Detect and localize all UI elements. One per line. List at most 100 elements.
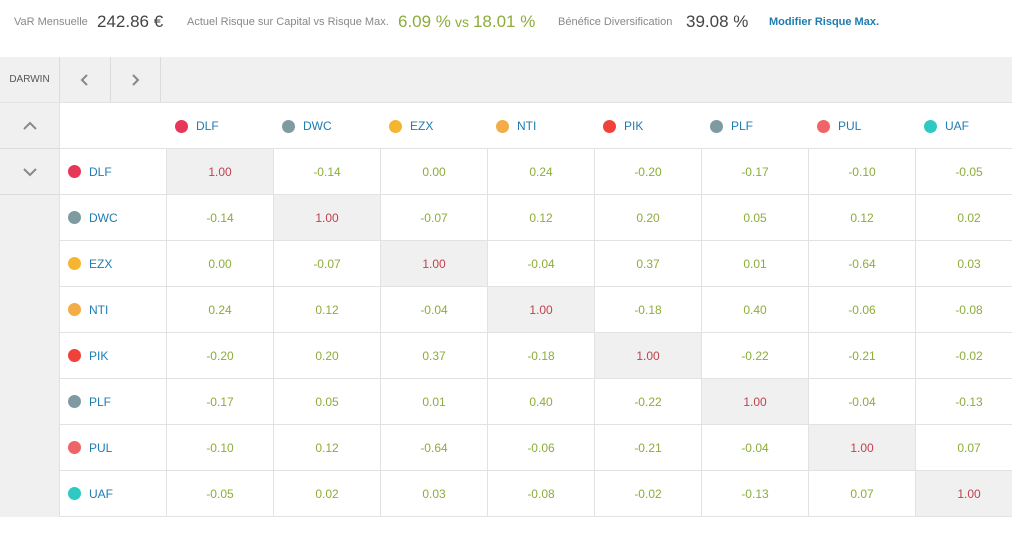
correlation-cell: 0.37: [381, 333, 488, 379]
scroll-left-button[interactable]: [60, 57, 111, 102]
modify-max-risk-link[interactable]: Modifier Risque Max.: [769, 16, 880, 28]
correlation-cell: -0.22: [702, 333, 809, 379]
column-header-label[interactable]: NTI: [517, 119, 537, 133]
var-label: VaR Mensuelle: [14, 16, 88, 28]
correlation-cell: 1.00: [167, 149, 274, 195]
correlation-cell: 0.03: [916, 241, 1012, 287]
correlation-cell: -0.08: [488, 471, 595, 517]
diversification-value: 39.08 %: [686, 12, 749, 31]
correlation-cell: 0.20: [595, 195, 702, 241]
column-header-label[interactable]: PUL: [838, 119, 862, 133]
chevron-down-icon: [22, 167, 37, 176]
diversification-value-block: 39.08 %: [686, 0, 748, 44]
column-header-label[interactable]: DWC: [303, 119, 332, 133]
column-header-label[interactable]: PIK: [624, 119, 644, 133]
row-header-pul: PUL: [60, 425, 167, 471]
row-header-label[interactable]: PIK: [89, 348, 109, 363]
diversification-label: Bénéfice Diversification: [558, 16, 673, 28]
correlation-cell: -0.06: [488, 425, 595, 471]
scroll-down-button[interactable]: [0, 149, 59, 195]
correlation-cell: 0.02: [916, 195, 1012, 241]
column-header-pul: PUL: [809, 103, 916, 149]
correlation-cell: 0.12: [274, 287, 381, 333]
darwin-color-dot: [389, 119, 402, 133]
darwin-color-dot: [817, 119, 830, 133]
row-header-label[interactable]: EZX: [89, 256, 113, 271]
correlation-cell: 0.07: [809, 471, 916, 517]
correlation-cell: 0.40: [702, 287, 809, 333]
correlation-cell: 0.00: [167, 241, 274, 287]
risk-summary-bar: VaR Mensuelle 242.86 € Actuel Risque sur…: [0, 0, 1012, 44]
column-header-label[interactable]: EZX: [410, 119, 434, 133]
correlation-cell: -0.05: [916, 149, 1012, 195]
correlation-cell: -0.02: [916, 333, 1012, 379]
correlation-cell: 1.00: [488, 287, 595, 333]
risk-values: 6.09 % vs 18.01 %: [398, 0, 535, 44]
column-header-label[interactable]: UAF: [945, 119, 969, 133]
header-divider: [60, 148, 1012, 149]
correlation-cell: -0.17: [167, 379, 274, 425]
correlation-cell: -0.21: [809, 333, 916, 379]
scroll-right-button[interactable]: [110, 57, 161, 102]
column-header-dwc: DWC: [274, 103, 381, 149]
var-block: VaR Mensuelle: [14, 0, 88, 44]
chevron-right-icon: [132, 73, 140, 86]
correlation-cell: -0.10: [809, 149, 916, 195]
correlation-cell: 0.07: [916, 425, 1012, 471]
correlation-cell: 1.00: [274, 195, 381, 241]
row-header-dwc: DWC: [60, 195, 167, 241]
correlation-cell: -0.07: [381, 195, 488, 241]
correlation-cell: 1.00: [809, 425, 916, 471]
darwin-color-dot: [68, 165, 81, 178]
darwin-header: DARWIN: [0, 57, 60, 102]
darwin-color-dot: [68, 441, 81, 454]
risk-vs: vs: [454, 14, 469, 30]
correlation-cell: -0.20: [167, 333, 274, 379]
correlation-cell: 0.03: [381, 471, 488, 517]
darwin-color-dot: [68, 349, 81, 362]
correlation-cell: 0.05: [274, 379, 381, 425]
correlation-cell: -0.13: [702, 471, 809, 517]
row-header-label[interactable]: NTI: [89, 302, 109, 317]
correlation-cell: 0.12: [809, 195, 916, 241]
chevron-left-icon: [80, 73, 88, 86]
correlation-cell: 0.05: [702, 195, 809, 241]
darwin-color-dot: [603, 119, 616, 133]
correlation-cell: 0.20: [274, 333, 381, 379]
row-header-dlf: DLF: [60, 149, 167, 195]
diversification-block: Bénéfice Diversification: [558, 0, 672, 44]
correlation-cell: 0.24: [488, 149, 595, 195]
correlation-cell: -0.08: [916, 287, 1012, 333]
modify-risk-block: Modifier Risque Max.: [769, 0, 879, 44]
row-header-label[interactable]: DWC: [89, 210, 118, 225]
correlation-cell: 1.00: [595, 333, 702, 379]
column-header-dlf: DLF: [167, 103, 274, 149]
row-header-uaf: UAF: [60, 471, 167, 517]
row-header-label[interactable]: PUL: [89, 440, 113, 455]
correlation-cell: -0.17: [702, 149, 809, 195]
column-header-plf: PLF: [702, 103, 809, 149]
correlation-cell: -0.13: [916, 379, 1012, 425]
row-header-label[interactable]: DLF: [89, 164, 112, 179]
column-header-nti: NTI: [488, 103, 595, 149]
matrix-toolbar: DARWIN: [0, 57, 1012, 103]
correlation-cell: 0.00: [381, 149, 488, 195]
row-header-label[interactable]: UAF: [89, 486, 113, 501]
column-header-label[interactable]: PLF: [731, 119, 754, 133]
row-header-pik: PIK: [60, 333, 167, 379]
column-header-label[interactable]: DLF: [196, 119, 219, 133]
var-value: 242.86 €: [97, 12, 164, 31]
correlation-cell: -0.18: [488, 333, 595, 379]
correlation-cell: -0.04: [809, 379, 916, 425]
vertical-nav-column: [0, 103, 60, 517]
darwin-color-dot: [282, 119, 295, 133]
row-header-label[interactable]: PLF: [89, 394, 112, 409]
darwin-color-dot: [68, 303, 81, 316]
correlation-cell: -0.02: [595, 471, 702, 517]
scroll-up-button[interactable]: [0, 103, 59, 149]
darwin-color-dot: [175, 119, 188, 133]
correlation-cell: 1.00: [702, 379, 809, 425]
chevron-up-icon: [22, 121, 37, 130]
darwin-color-dot: [496, 119, 509, 133]
correlation-cell: -0.04: [702, 425, 809, 471]
